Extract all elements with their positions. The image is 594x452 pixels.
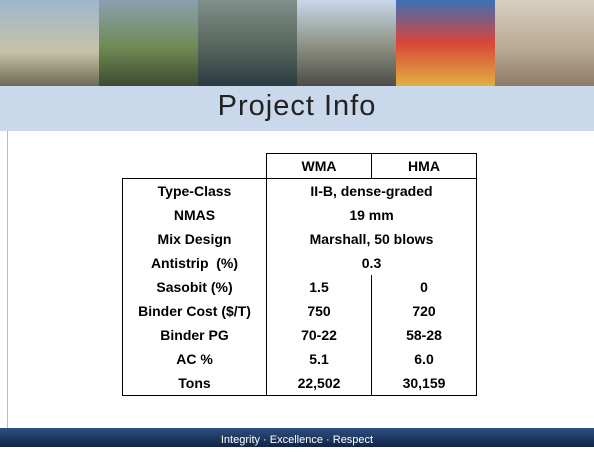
hma-value: 720 bbox=[372, 299, 477, 323]
merged-value: 0.3 bbox=[267, 251, 477, 275]
photo bbox=[99, 0, 198, 86]
hma-value: 58-28 bbox=[372, 323, 477, 347]
column-header: WMA bbox=[267, 154, 372, 179]
row-label: Type-Class bbox=[123, 179, 267, 204]
column-header: HMA bbox=[372, 154, 477, 179]
hma-value: 0 bbox=[372, 275, 477, 299]
hma-value: 6.0 bbox=[372, 347, 477, 371]
row-label: Mix Design bbox=[123, 227, 267, 251]
slide-title: Project Info bbox=[0, 86, 594, 126]
wma-value: 22,502 bbox=[267, 371, 372, 396]
photo-strip bbox=[0, 0, 594, 86]
merged-value: II-B, dense-graded bbox=[267, 179, 477, 204]
row-label: Antistrip (%) bbox=[123, 251, 267, 275]
row-label: Tons bbox=[123, 371, 267, 396]
photo bbox=[0, 0, 99, 86]
merged-value: 19 mm bbox=[267, 203, 477, 227]
photo bbox=[396, 0, 495, 86]
hma-value: 30,159 bbox=[372, 371, 477, 396]
merged-value: Marshall, 50 blows bbox=[267, 227, 477, 251]
row-label: NMAS bbox=[123, 203, 267, 227]
wma-value: 70-22 bbox=[267, 323, 372, 347]
photo bbox=[297, 0, 396, 86]
wma-value: 5.1 bbox=[267, 347, 372, 371]
photo bbox=[198, 0, 297, 86]
photo bbox=[495, 0, 594, 86]
table-row: Antistrip (%)0.3 bbox=[123, 251, 477, 275]
row-label: Sasobit (%) bbox=[123, 275, 267, 299]
corner-cell bbox=[123, 154, 267, 179]
wma-value: 1.5 bbox=[267, 275, 372, 299]
row-label: AC % bbox=[123, 347, 267, 371]
slide: Project Info WMAHMAType-ClassII-B, dense… bbox=[0, 0, 594, 447]
row-label: Binder Cost ($/T) bbox=[123, 299, 267, 323]
footer: Integrity · Excellence · Respect bbox=[0, 428, 594, 447]
wma-value: 750 bbox=[267, 299, 372, 323]
row-label: Binder PG bbox=[123, 323, 267, 347]
side-rule bbox=[7, 131, 8, 428]
